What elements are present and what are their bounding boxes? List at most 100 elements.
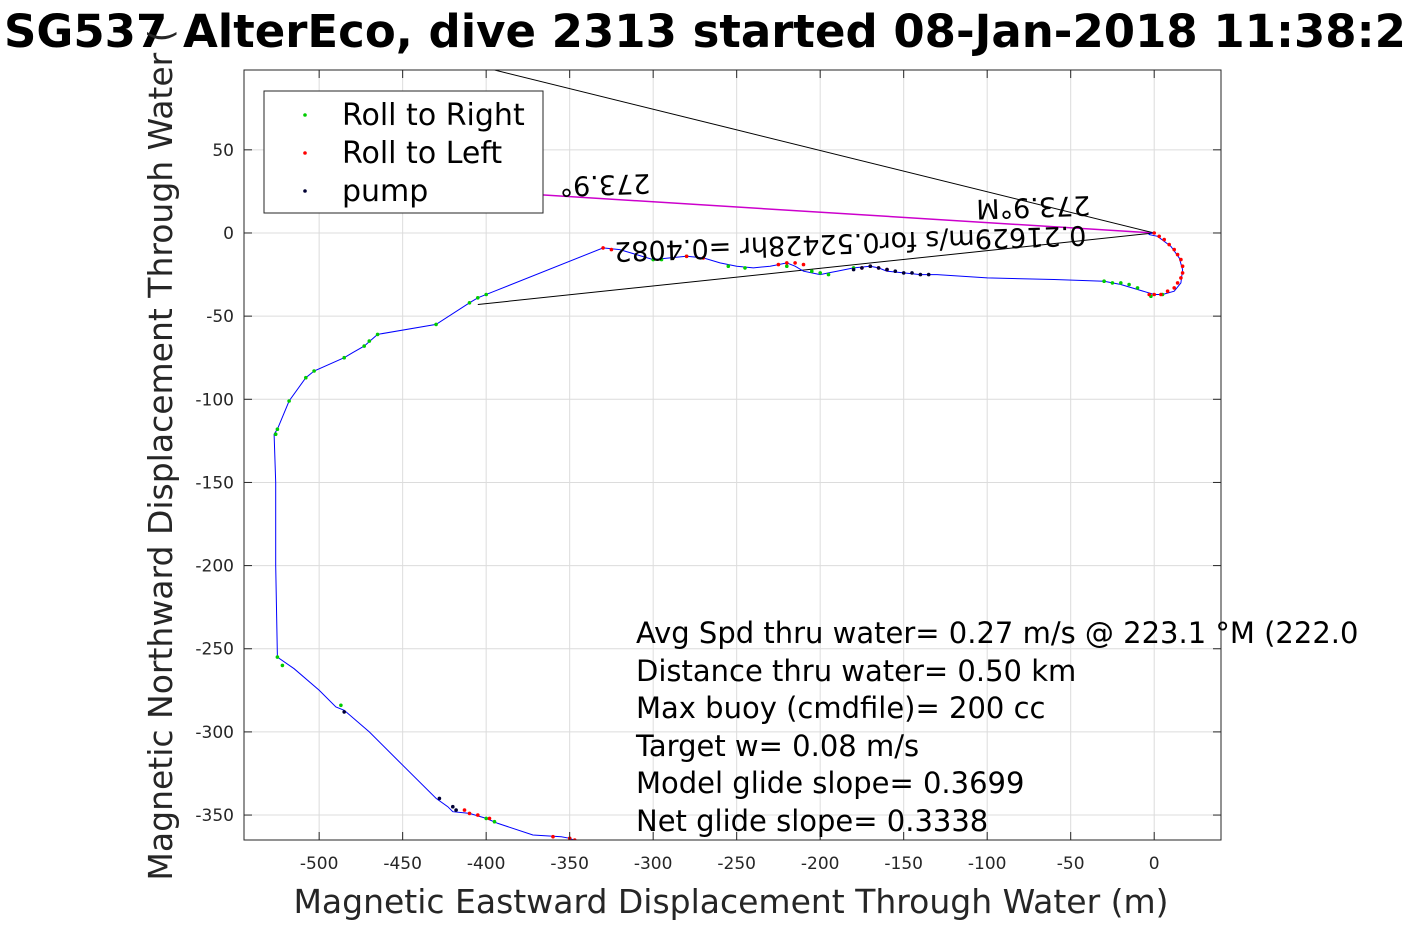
point-roll-to-right <box>492 819 497 824</box>
point-roll-to-left <box>462 808 467 812</box>
legend: Roll to Right Roll to Left pump <box>263 90 544 214</box>
point-roll-to-right <box>275 655 280 659</box>
point-roll-to-right <box>304 375 308 380</box>
legend-marker-pump <box>303 189 307 193</box>
x-tick-label: -500 <box>300 854 339 874</box>
x-tick-label: -300 <box>634 854 673 874</box>
y-tick-label: 0 <box>223 224 234 244</box>
point-roll-to-left <box>467 811 472 816</box>
y-tick-label: -150 <box>195 473 234 493</box>
point-roll-to-left <box>1165 289 1170 294</box>
current-heading-label-end: 273.9° <box>559 167 651 201</box>
point-roll-to-right <box>651 257 655 262</box>
y-tick-label: -350 <box>195 806 234 826</box>
point-roll-to-left <box>801 262 806 267</box>
point-roll-to-right <box>785 264 789 269</box>
point-roll-to-right <box>826 272 831 277</box>
point-pump <box>451 804 455 809</box>
point-pump <box>454 808 458 812</box>
point-roll-to-right <box>1135 286 1140 290</box>
point-roll-to-right <box>1127 282 1131 287</box>
y-grid <box>244 149 1221 816</box>
legend-label-roll-right: Roll to Right <box>342 98 525 133</box>
point-roll-to-left <box>785 261 789 265</box>
point-roll-to-left <box>776 262 781 267</box>
stat-avg-speed: Avg Spd thru water= 0.27 m/s @ 223.1 °M … <box>636 616 1358 650</box>
series-points <box>273 231 1185 840</box>
stats-block: Avg Spd thru water= 0.27 m/s @ 223.1 °M … <box>635 616 1358 838</box>
point-roll-to-left <box>684 254 689 259</box>
x-axis-title: Magnetic Eastward Displacement Through W… <box>293 882 1168 921</box>
legend-label-roll-left: Roll to Left <box>342 136 502 171</box>
current-triangle-lower <box>477 232 1155 305</box>
y-tick-label: 50 <box>212 141 234 161</box>
stat-net-glide: Net glide slope= 0.3338 <box>636 804 988 838</box>
point-roll-to-left <box>1162 237 1166 242</box>
point-roll-to-left <box>1172 286 1176 290</box>
chart-title: SG537 AlterEco, dive 2313 started 08-Jan… <box>4 5 1406 58</box>
point-roll-to-right <box>1119 281 1123 285</box>
point-roll-to-right <box>339 703 343 708</box>
x-tick-label: -350 <box>550 854 589 874</box>
x-tick-label: -400 <box>467 854 506 874</box>
point-roll-to-left <box>1159 292 1163 297</box>
point-pump <box>860 266 864 270</box>
y-axis-title: Magnetic Northward Displacement Through … <box>141 29 180 880</box>
y-axis-ticks: 50 0 -50 -100 -150 -200 -250 -300 -350 <box>195 141 1221 826</box>
x-tick-label: -200 <box>801 854 840 874</box>
point-roll-to-right <box>659 257 664 262</box>
point-roll-to-right <box>818 271 822 275</box>
axes-box <box>243 69 1222 841</box>
x-tick-label: 0 <box>1149 854 1160 874</box>
legend-marker-roll-right <box>303 113 307 117</box>
point-roll-to-left <box>701 256 706 260</box>
point-roll-to-left <box>1152 231 1156 235</box>
y-tick-label: -300 <box>195 723 234 743</box>
point-pump <box>910 271 914 275</box>
point-roll-to-left <box>1172 247 1176 252</box>
point-roll-to-right <box>1110 281 1115 285</box>
legend-marker-roll-left <box>303 151 307 155</box>
point-pump <box>926 272 931 277</box>
point-roll-to-right <box>280 663 285 668</box>
stat-target-w: Target w= 0.08 m/s <box>635 729 919 763</box>
point-roll-to-right <box>273 432 278 437</box>
current-triangle <box>477 70 1155 305</box>
x-tick-label: -100 <box>968 854 1007 874</box>
point-roll-to-right <box>484 292 489 297</box>
point-pump <box>342 710 347 714</box>
point-pump <box>901 271 906 275</box>
point-roll-to-right <box>362 344 367 348</box>
point-roll-to-right <box>810 269 814 274</box>
point-roll-to-right <box>375 332 380 337</box>
y-tick-label: -50 <box>206 307 234 327</box>
point-roll-to-right <box>484 816 489 821</box>
point-roll-to-right <box>726 264 731 269</box>
stat-distance: Distance thru water= 0.50 km <box>636 654 1076 688</box>
legend-box <box>263 90 544 214</box>
point-roll-to-left <box>1179 257 1183 262</box>
point-roll-to-left <box>609 247 614 252</box>
point-roll-to-left <box>793 261 797 265</box>
point-roll-to-left <box>1167 242 1171 247</box>
point-pump <box>876 266 881 270</box>
point-roll-to-left <box>551 834 555 839</box>
current-heading-label-origin: 273.9°M <box>976 189 1091 224</box>
y-tick-label: -250 <box>195 640 234 660</box>
point-roll-to-right <box>275 427 280 432</box>
point-roll-to-left <box>1175 281 1180 285</box>
point-roll-to-right <box>367 339 372 343</box>
x-tick-label: -450 <box>383 854 422 874</box>
point-roll-to-right <box>342 355 347 360</box>
x-tick-label: -250 <box>717 854 756 874</box>
point-pump <box>437 796 442 801</box>
point-pump <box>885 267 889 272</box>
stat-model-glide: Model glide slope= 0.3699 <box>636 766 1024 800</box>
point-roll-to-left <box>1157 234 1161 239</box>
point-roll-to-left <box>1175 252 1180 257</box>
point-roll-to-left <box>601 246 605 250</box>
point-roll-to-left <box>476 813 480 817</box>
point-pump <box>893 269 898 274</box>
x-axis-ticks: -500 -450 -400 -350 -300 -250 -200 -150 -100 -50 0 <box>300 70 1160 874</box>
